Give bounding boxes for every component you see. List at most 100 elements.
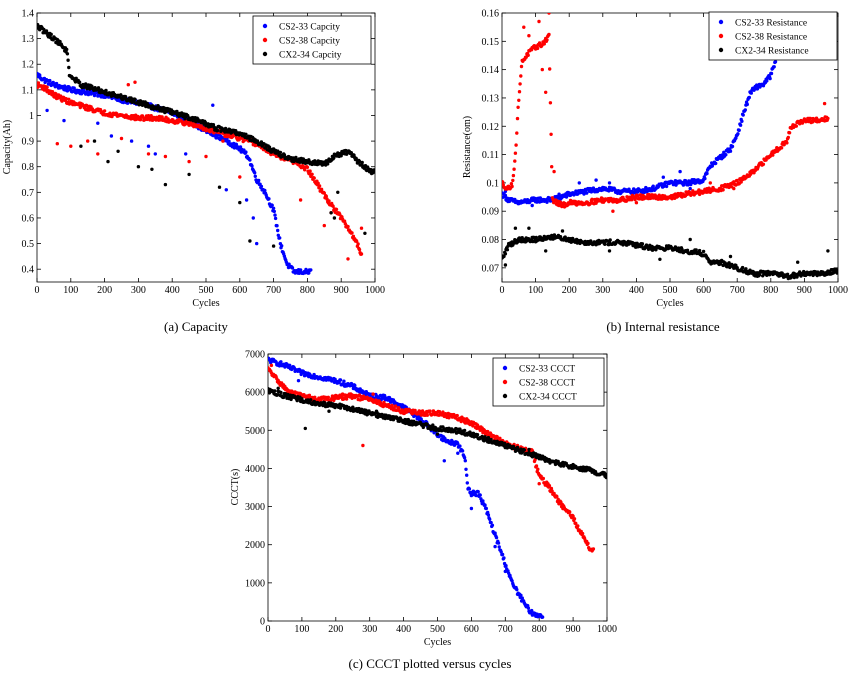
data-point xyxy=(357,159,362,164)
data-point xyxy=(359,407,364,411)
data-point xyxy=(518,82,522,86)
data-point xyxy=(79,92,84,96)
data-point xyxy=(728,254,733,259)
data-point xyxy=(557,203,561,208)
data-point xyxy=(547,484,552,488)
y-tick-label: 0.09 xyxy=(482,207,500,218)
data-point xyxy=(324,194,328,198)
data-point xyxy=(59,94,63,98)
data-point xyxy=(537,482,541,486)
y-tick-label: 0.12 xyxy=(482,122,500,133)
data-point xyxy=(771,153,775,157)
data-point xyxy=(489,437,493,442)
data-point xyxy=(271,244,276,248)
data-point xyxy=(826,116,830,121)
data-point xyxy=(494,535,499,540)
data-point xyxy=(503,569,507,574)
data-point xyxy=(123,95,128,99)
data-point xyxy=(65,47,69,52)
data-point xyxy=(116,149,120,153)
data-point xyxy=(550,489,554,493)
data-point xyxy=(530,203,534,208)
data-point xyxy=(526,53,530,57)
data-point xyxy=(561,464,566,468)
data-point xyxy=(537,19,541,24)
x-tick-label: 200 xyxy=(562,285,577,296)
y-axis: 0.07 0.08 0.09 0.1 0.11 0.12 0.13 0.14 0.15 0.16 xyxy=(482,9,838,274)
data-point xyxy=(211,103,215,107)
data-point xyxy=(568,510,572,514)
x-tick-label: 400 xyxy=(165,285,180,296)
data-point xyxy=(498,436,502,440)
y-axis-title: Resistance(om) xyxy=(462,116,473,178)
data-point xyxy=(96,121,100,125)
data-point xyxy=(697,248,702,253)
data-point xyxy=(475,433,480,437)
data-point xyxy=(227,139,231,143)
data-point xyxy=(65,52,70,56)
y-tick-label: 4000 xyxy=(245,464,265,475)
data-point xyxy=(794,124,798,128)
data-point xyxy=(511,178,515,183)
y-tick-label: 0.15 xyxy=(482,37,500,48)
data-point xyxy=(638,197,642,201)
data-point xyxy=(513,226,518,230)
data-point xyxy=(187,159,191,164)
data-point xyxy=(607,249,612,253)
data-point xyxy=(504,564,508,568)
data-point xyxy=(275,393,280,397)
y-axis-title: CCCT(s) xyxy=(230,469,241,506)
data-point xyxy=(488,517,492,521)
data-point xyxy=(90,107,95,111)
data-point xyxy=(38,73,42,77)
data-point xyxy=(550,165,554,169)
y-tick-label: 0.6 xyxy=(22,213,35,224)
legend-label: CS2-38 Capcity xyxy=(279,37,340,47)
data-point xyxy=(727,261,731,265)
data-point xyxy=(796,260,800,264)
legend-marker xyxy=(502,379,508,385)
data-point xyxy=(537,41,542,45)
data-point xyxy=(442,459,446,463)
data-point xyxy=(574,189,578,193)
data-point xyxy=(605,472,607,476)
x-tick-label: 800 xyxy=(763,285,778,296)
data-point xyxy=(515,445,520,450)
data-point xyxy=(146,152,151,156)
data-point xyxy=(253,174,257,178)
y-tick-label: 2000 xyxy=(245,540,265,551)
data-point xyxy=(483,503,487,507)
data-point xyxy=(359,252,364,256)
data-point xyxy=(309,398,313,402)
x-tick-label: 400 xyxy=(629,285,644,296)
y-tick-label: 1 xyxy=(29,111,34,122)
y-tick-label: 1.2 xyxy=(22,60,35,71)
data-point xyxy=(109,134,114,138)
data-point xyxy=(312,176,316,180)
data-point xyxy=(522,448,526,452)
data-point xyxy=(664,184,669,189)
data-point xyxy=(502,180,505,184)
data-point xyxy=(577,181,581,185)
legend-marker xyxy=(262,37,268,43)
y-tick-label: 1000 xyxy=(245,578,265,589)
x-tick-label: 1000 xyxy=(365,285,385,296)
legend-label: CS2-33 Resistance xyxy=(735,19,807,29)
data-point xyxy=(552,233,557,237)
data-point xyxy=(263,188,267,193)
data-point xyxy=(749,91,753,95)
data-point xyxy=(611,209,615,213)
data-point xyxy=(604,475,607,480)
data-point xyxy=(271,206,276,210)
data-point xyxy=(708,181,712,185)
x-tick-label: 0 xyxy=(500,285,505,296)
data-point xyxy=(535,46,540,51)
y-tick-label: 0.08 xyxy=(482,235,500,246)
y-tick-label: 1.4 xyxy=(22,9,35,20)
data-point xyxy=(344,397,349,401)
data-point xyxy=(836,270,838,274)
data-point xyxy=(519,64,524,69)
data-point xyxy=(688,186,692,191)
data-point xyxy=(458,427,462,431)
data-point xyxy=(661,175,665,179)
